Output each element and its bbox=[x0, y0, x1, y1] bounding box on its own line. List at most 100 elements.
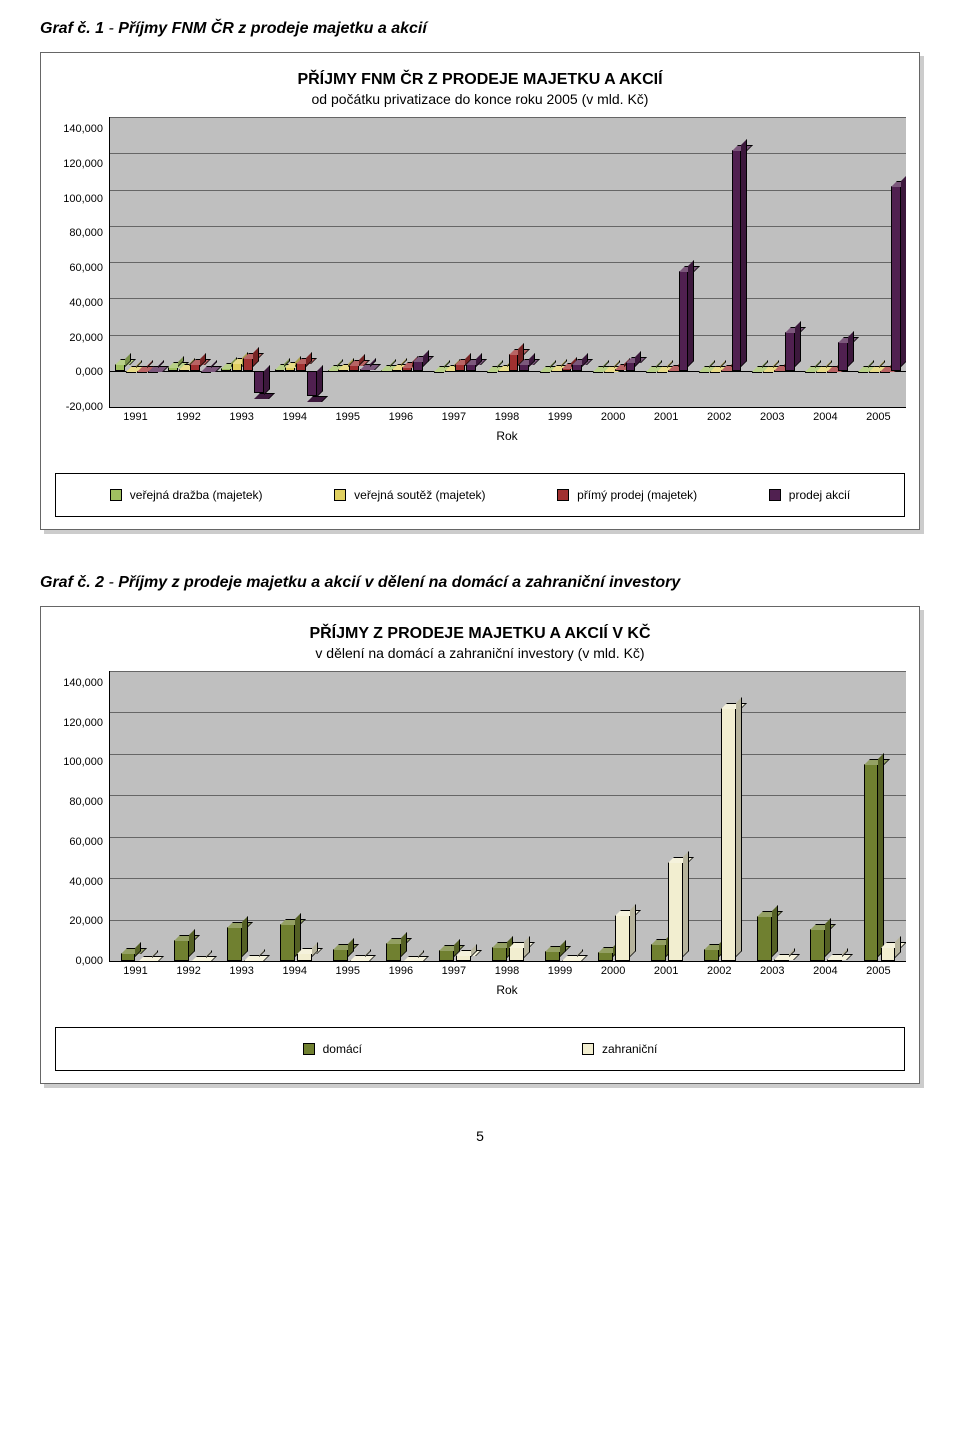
bar bbox=[710, 371, 720, 372]
bar bbox=[615, 915, 630, 961]
bar bbox=[646, 371, 656, 372]
bar bbox=[392, 369, 402, 370]
bar bbox=[545, 951, 560, 961]
chart-2-xrow: 1991199219931994199519961997199819992000… bbox=[55, 961, 905, 997]
bar bbox=[201, 371, 211, 372]
gridline bbox=[110, 837, 906, 838]
gridline bbox=[110, 117, 906, 118]
bar bbox=[381, 370, 391, 371]
chart-1-plot-row: 140,000120,000100,00080,00060,00040,0002… bbox=[55, 117, 905, 407]
y-tick-label: 80,000 bbox=[69, 796, 103, 808]
bar bbox=[880, 371, 890, 372]
bar bbox=[285, 367, 295, 371]
x-tick-label: 1994 bbox=[268, 411, 321, 423]
x-tick-label: 2005 bbox=[852, 411, 905, 423]
bar bbox=[699, 371, 709, 372]
bar bbox=[221, 368, 231, 371]
chart-1-title: PŘÍJMY FNM ČR Z PRODEJE MAJETKU A AKCIÍ bbox=[55, 71, 905, 89]
caption-2-number: Graf č. 2 bbox=[40, 574, 104, 591]
bar bbox=[232, 363, 242, 371]
bar bbox=[869, 371, 879, 372]
bar bbox=[805, 371, 815, 372]
bar bbox=[763, 371, 773, 372]
x-tick-label: 2004 bbox=[799, 411, 852, 423]
bar bbox=[651, 944, 666, 961]
y-tick-label: 20,000 bbox=[69, 915, 103, 927]
x-tick-label: 1995 bbox=[321, 411, 374, 423]
bar bbox=[350, 960, 365, 961]
y-tick-label: 0,000 bbox=[75, 366, 103, 378]
chart-1-subtitle: od počátku privatizace do konce roku 200… bbox=[55, 91, 905, 107]
bar bbox=[498, 370, 508, 371]
bar bbox=[138, 961, 153, 962]
gridline bbox=[110, 262, 906, 263]
bar bbox=[626, 362, 636, 371]
x-tick-label: 2003 bbox=[746, 965, 799, 977]
chart-1-frame: PŘÍJMY FNM ČR Z PRODEJE MAJETKU A AKCIÍ … bbox=[40, 52, 920, 530]
legend-item: veřejná soutěž (majetek) bbox=[334, 488, 485, 502]
gridline bbox=[110, 754, 906, 755]
x-tick-label: 1996 bbox=[374, 411, 427, 423]
legend-swatch bbox=[334, 489, 346, 501]
bar bbox=[227, 927, 242, 961]
bar bbox=[519, 364, 529, 371]
bar bbox=[816, 371, 826, 372]
bar bbox=[466, 364, 476, 371]
x-tick-label: 2000 bbox=[587, 965, 640, 977]
bar bbox=[704, 949, 719, 961]
bar bbox=[126, 371, 136, 372]
y-tick-label: -20,000 bbox=[66, 401, 103, 413]
bar bbox=[333, 949, 348, 961]
x-tick-label: 2002 bbox=[693, 411, 746, 423]
legend-item: veřejná dražba (majetek) bbox=[110, 488, 263, 502]
zero-line bbox=[110, 961, 906, 962]
legend-swatch bbox=[110, 489, 122, 501]
bar bbox=[121, 953, 136, 961]
gridline bbox=[110, 153, 906, 154]
legend-swatch bbox=[303, 1043, 315, 1055]
caption-1-number: Graf č. 1 bbox=[40, 20, 104, 37]
legend-item: prodej akcií bbox=[769, 488, 850, 502]
gridline bbox=[110, 795, 906, 796]
bar bbox=[403, 961, 418, 962]
figure-2-caption: Graf č. 2 - Příjmy z prodeje majetku a a… bbox=[40, 574, 920, 592]
bar bbox=[487, 371, 497, 372]
chart-2-x-labels: 1991199219931994199519961997199819992000… bbox=[109, 965, 905, 977]
y-tick-label: 80,000 bbox=[69, 227, 103, 239]
bar bbox=[593, 371, 603, 372]
figure-1-caption: Graf č. 1 - Příjmy FNM ČR z prodeje maje… bbox=[40, 20, 920, 38]
bar bbox=[509, 354, 519, 370]
bar bbox=[810, 929, 825, 961]
legend-label: veřejná soutěž (majetek) bbox=[354, 488, 485, 502]
y-tick-label: 60,000 bbox=[69, 262, 103, 274]
bar bbox=[434, 371, 444, 372]
bar bbox=[551, 370, 561, 371]
chart-2-y-axis: 140,000120,000100,00080,00060,00040,0002… bbox=[55, 671, 109, 961]
chart-1-xrow: 1991199219931994199519961997199819992000… bbox=[55, 407, 905, 443]
legend-label: domácí bbox=[323, 1042, 362, 1056]
x-tick-label: 1993 bbox=[215, 411, 268, 423]
gridline bbox=[110, 671, 906, 672]
caption-1-sep: - bbox=[104, 20, 118, 37]
chart-2-title: PŘÍJMY Z PRODEJE MAJETKU A AKCIÍ V KČ bbox=[55, 625, 905, 643]
bar bbox=[752, 371, 762, 372]
x-tick-label: 1991 bbox=[109, 411, 162, 423]
x-tick-label: 1997 bbox=[427, 965, 480, 977]
bar bbox=[244, 960, 259, 961]
bar bbox=[858, 371, 868, 372]
bar bbox=[838, 342, 848, 371]
x-tick-label: 2001 bbox=[640, 411, 693, 423]
bar bbox=[668, 862, 683, 961]
bar bbox=[275, 369, 285, 371]
y-tick-label: 100,000 bbox=[63, 756, 103, 768]
bar bbox=[864, 764, 879, 961]
x-tick-label: 1998 bbox=[480, 411, 533, 423]
bar bbox=[439, 950, 454, 961]
bar bbox=[881, 947, 896, 962]
legend-item: domácí bbox=[303, 1042, 362, 1056]
bar bbox=[297, 953, 312, 961]
bar bbox=[492, 947, 507, 962]
legend-swatch bbox=[769, 489, 781, 501]
chart-1-legend: veřejná dražba (majetek) veřejná soutěž (… bbox=[55, 473, 905, 517]
bar bbox=[774, 370, 784, 371]
